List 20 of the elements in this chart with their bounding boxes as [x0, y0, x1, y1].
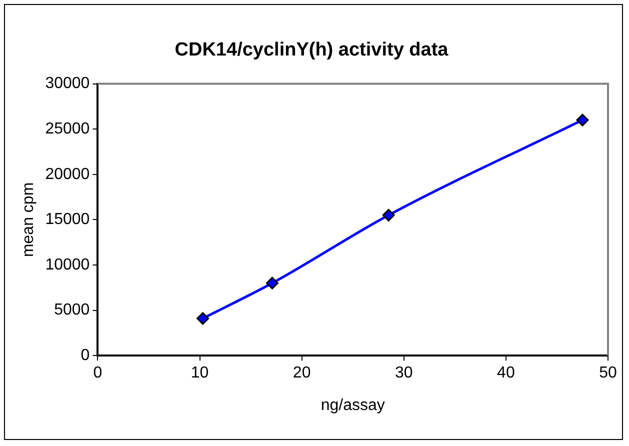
y-tick-label: 30000	[45, 75, 90, 92]
x-tick-label: 0	[93, 364, 102, 382]
x-tick-label: 20	[292, 364, 311, 382]
point	[382, 208, 395, 222]
x-tick-label: 50	[599, 364, 617, 382]
y-tick-label: 25000	[45, 120, 90, 138]
y-axis-title: mean cpm	[20, 182, 38, 258]
point	[196, 312, 210, 325]
x-tick-label: 30	[394, 364, 413, 382]
y-tick-label: 10000	[45, 256, 90, 274]
y-tick-label: 15000	[45, 211, 90, 228]
y-tick-label: 20000	[45, 166, 90, 183]
chart-title: CDK14/cyclinY(h) activity data	[174, 40, 449, 61]
x-tick-label: 10	[190, 364, 209, 382]
y-tick-label: 0	[80, 347, 90, 364]
x-axis-title: ng/assay	[320, 396, 385, 414]
x-tick-label: 40	[497, 364, 515, 382]
point	[576, 114, 589, 126]
point	[266, 276, 278, 290]
y-tick-label: 5000	[54, 302, 90, 319]
